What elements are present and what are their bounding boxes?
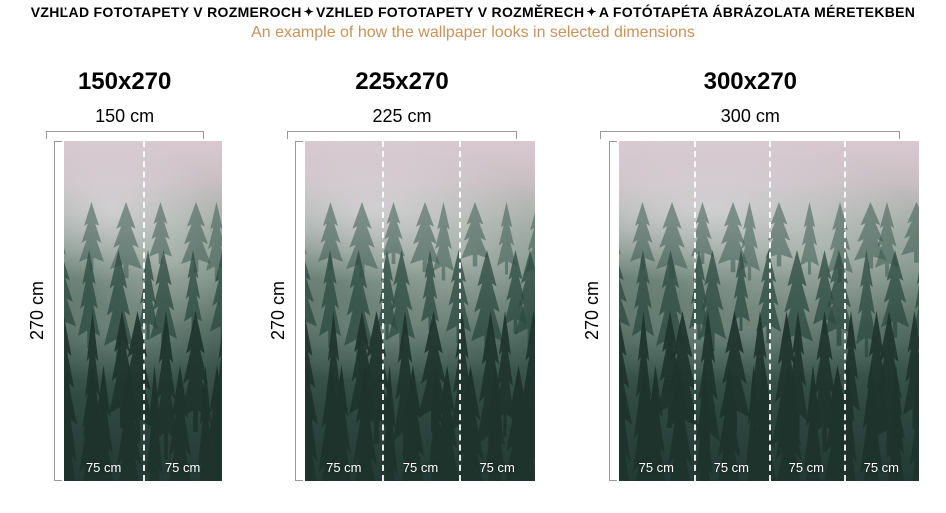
- segment-label: 75 cm: [844, 460, 919, 475]
- segment: 75 cm: [769, 141, 844, 481]
- height-bracket: [295, 141, 303, 481]
- width-label: 150 cm: [95, 106, 154, 127]
- size-panel: 150x270 150 cm 270 cm: [27, 68, 222, 481]
- height-label: 270 cm: [268, 281, 289, 340]
- panels-container: 150x270 150 cm 270 cm: [0, 42, 946, 481]
- segment-label: 75 cm: [694, 460, 769, 475]
- size-panel: 225x270 225 cm 270 cm: [268, 68, 535, 481]
- panel-content: 150 cm 270 cm: [27, 106, 222, 481]
- segment: 75 cm: [305, 141, 382, 481]
- width-label: 225 cm: [372, 106, 431, 127]
- sparkle-icon: ✦: [304, 5, 314, 19]
- segment: 75 cm: [64, 141, 143, 481]
- wallpaper-preview: 75 cm75 cm: [64, 141, 222, 481]
- sparkle-icon: ✦: [586, 5, 596, 19]
- wallpaper-preview: 75 cm75 cm75 cm75 cm: [619, 141, 919, 481]
- header-hu: A FOTÓTAPÉTA ÁBRÁZOLATA MÉRETEKBEN: [599, 4, 915, 20]
- segment: 75 cm: [143, 141, 222, 481]
- panel-title: 150x270: [78, 68, 171, 96]
- panel-content: 300 cm 270 cm: [582, 106, 919, 481]
- panel-title: 300x270: [704, 68, 797, 96]
- header-multilang: VZHĽAD FOTOTAPETY V ROZMEROCH ✦ VZHLED F…: [0, 4, 946, 20]
- segment-label: 75 cm: [305, 460, 382, 475]
- segment: 75 cm: [459, 141, 536, 481]
- header-sk: VZHĽAD FOTOTAPETY V ROZMEROCH: [31, 4, 302, 20]
- height-label: 270 cm: [27, 281, 48, 340]
- height-bracket: [609, 141, 617, 481]
- segment: 75 cm: [382, 141, 459, 481]
- header: VZHĽAD FOTOTAPETY V ROZMEROCH ✦ VZHLED F…: [0, 0, 946, 42]
- panel-title: 225x270: [355, 68, 448, 96]
- panel-body: 270 cm: [268, 141, 535, 481]
- segment: 75 cm: [844, 141, 919, 481]
- segment: 75 cm: [619, 141, 694, 481]
- panel-body: 270 cm: [582, 141, 919, 481]
- panel-body: 270 cm: [27, 141, 222, 481]
- segment-label: 75 cm: [769, 460, 844, 475]
- height-label: 270 cm: [582, 281, 603, 340]
- segment-label: 75 cm: [64, 460, 143, 475]
- height-bracket: [54, 141, 62, 481]
- width-bracket: [46, 131, 204, 139]
- segment-label: 75 cm: [382, 460, 459, 475]
- segment-label: 75 cm: [619, 460, 694, 475]
- panel-content: 225 cm 270 cm: [268, 106, 535, 481]
- header-cz: VZHLED FOTOTAPETY V ROZMĚRECH: [316, 4, 585, 20]
- segment: 75 cm: [694, 141, 769, 481]
- segment-label: 75 cm: [459, 460, 536, 475]
- size-panel: 300x270 300 cm 270 cm: [582, 68, 919, 481]
- wallpaper-preview: 75 cm75 cm75 cm: [305, 141, 535, 481]
- width-bracket: [600, 131, 900, 139]
- segment-label: 75 cm: [143, 460, 222, 475]
- header-subtitle: An example of how the wallpaper looks in…: [0, 24, 946, 42]
- width-bracket: [287, 131, 517, 139]
- width-label: 300 cm: [721, 106, 780, 127]
